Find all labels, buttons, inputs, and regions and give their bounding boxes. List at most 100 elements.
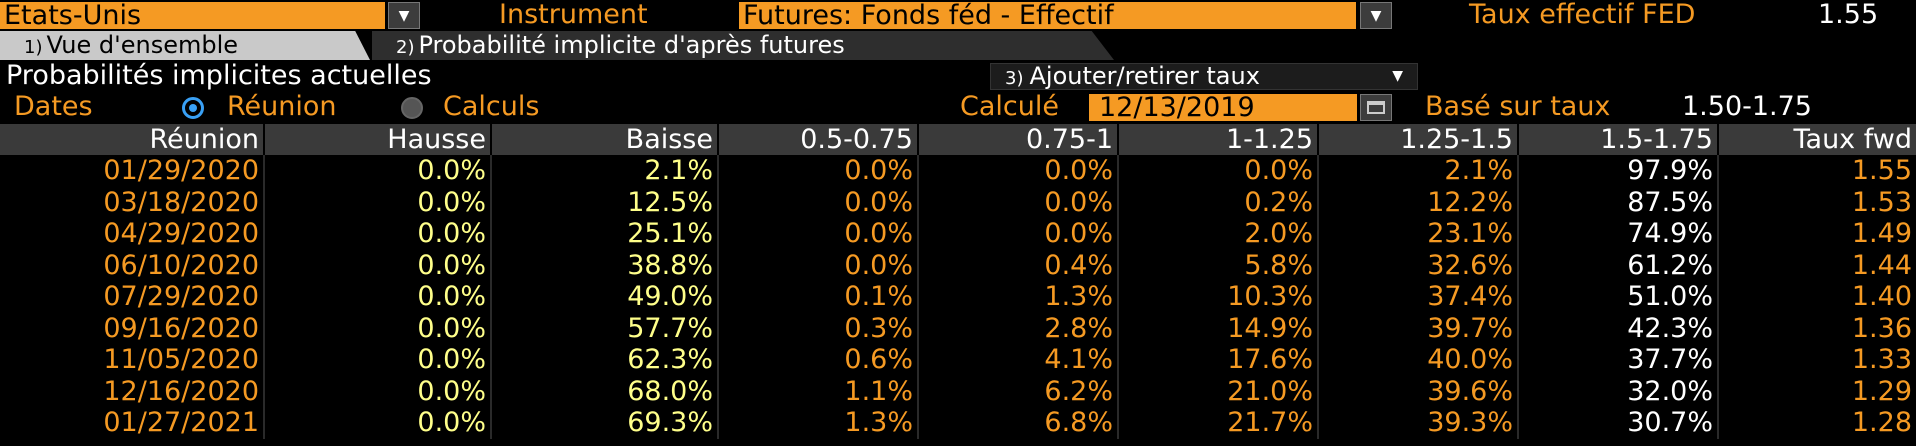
caret-down-icon: ▼: [1392, 68, 1403, 84]
cell-fwd-rate: 1.53: [1717, 186, 1916, 218]
table-row[interactable]: 03/18/2020 0.0% 12.5% 0.0% 0.0% 0.2% 12.2% 87.5…: [0, 186, 1916, 218]
cell-date[interactable]: 01/29/2020: [103, 155, 259, 187]
cell-rate-3: 2.0%: [1117, 218, 1318, 250]
calendar-button[interactable]: [1360, 94, 1392, 121]
options-bar: Dates Réunion Calculs Calculé 12/13/2019…: [0, 92, 1916, 122]
col-header-rate-3[interactable]: 1-1.25: [1117, 124, 1318, 155]
cell-baisse: 25.1%: [490, 218, 718, 250]
cell-rate-5: 32.0%: [1517, 375, 1718, 407]
cell-fwd-rate: 1.55: [1717, 155, 1916, 187]
tab-label: Probabilité implicite d'après futures: [418, 31, 845, 59]
cell-date[interactable]: 06/10/2020: [103, 249, 259, 281]
tab-number: 1): [24, 37, 43, 58]
cell-rate-5: 51.0%: [1517, 281, 1718, 313]
radio-reunion[interactable]: [182, 97, 204, 119]
section-header: Probabilités implicites actuelles 3) Ajou…: [0, 61, 1916, 91]
cell-rate-3: 5.8%: [1117, 249, 1318, 281]
menu-number: 3): [1005, 68, 1024, 89]
table-row[interactable]: 09/16/2020 0.0% 57.7% 0.3% 2.8% 14.9% 39.7% 42.…: [0, 312, 1916, 344]
cell-rate-4: 23.1%: [1317, 218, 1518, 250]
top-bar: Etats-Unis ▼ Instrument Futures: Fonds f…: [0, 0, 1916, 30]
table-row[interactable]: 06/10/2020 0.0% 38.8% 0.0% 0.4% 5.8% 32.6% 61.2…: [0, 249, 1916, 281]
cell-rate-4: 39.7%: [1317, 312, 1518, 344]
cell-rate-3: 17.6%: [1117, 344, 1318, 376]
cell-date[interactable]: 03/18/2020: [103, 186, 259, 218]
col-header-hausse[interactable]: Hausse: [263, 124, 491, 155]
cell-hausse: 0.0%: [263, 281, 491, 313]
col-header-rate-5[interactable]: 1.5-1.75: [1517, 124, 1718, 155]
cell-baisse: 62.3%: [490, 344, 718, 376]
tab-bar: 1) Vue d'ensemble 2) Probabilité implicite…: [0, 31, 1916, 60]
col-header-baisse[interactable]: Baisse: [490, 124, 718, 155]
tab-implied-probability[interactable]: 2) Probabilité implicite d'après futures: [372, 31, 1114, 60]
instrument-dropdown-arrow[interactable]: ▼: [1360, 2, 1392, 29]
cell-fwd-rate: 1.36: [1717, 312, 1916, 344]
cell-baisse: 57.7%: [490, 312, 718, 344]
dates-label: Dates: [14, 91, 93, 122]
probability-table: Réunion Hausse Baisse 0.5-0.75 0.75-1 1-…: [0, 124, 1916, 439]
calc-label: Calculé: [960, 91, 1059, 122]
table-row[interactable]: 11/05/2020 0.0% 62.3% 0.6% 4.1% 17.6% 40.0% 37.…: [0, 344, 1916, 376]
col-header-rate-2[interactable]: 0.75-1: [917, 124, 1118, 155]
table-row[interactable]: 12/16/2020 0.0% 68.0% 1.1% 6.2% 21.0% 39.6% 32.…: [0, 375, 1916, 407]
cell-baisse: 69.3%: [490, 407, 718, 439]
radio-calculs-label[interactable]: Calculs: [443, 91, 540, 122]
cell-rate-5: 97.9%: [1517, 155, 1718, 187]
cell-baisse: 2.1%: [490, 155, 718, 187]
table-row[interactable]: 01/27/2021 0.0% 69.3% 1.3% 6.8% 21.7% 39.3% 30.…: [0, 407, 1916, 439]
cell-rate-2: 0.0%: [917, 186, 1118, 218]
cell-fwd-rate: 1.33: [1717, 344, 1916, 376]
fed-rate-label: Taux effectif FED: [1469, 0, 1696, 30]
cell-rate-5: 61.2%: [1517, 249, 1718, 281]
cell-rate-1: 0.1%: [717, 281, 918, 313]
cell-rate-3: 21.0%: [1117, 375, 1318, 407]
cell-rate-1: 0.3%: [717, 312, 918, 344]
table-row[interactable]: 07/29/2020 0.0% 49.0% 0.1% 1.3% 10.3% 37.4% 51.…: [0, 281, 1916, 313]
cell-rate-4: 37.4%: [1317, 281, 1518, 313]
cell-date[interactable]: 04/29/2020: [103, 218, 259, 250]
cell-date[interactable]: 09/16/2020: [103, 312, 259, 344]
section-title: Probabilités implicites actuelles: [6, 60, 432, 91]
cell-rate-4: 2.1%: [1317, 155, 1518, 187]
tab-label: Vue d'ensemble: [46, 31, 239, 59]
cell-date[interactable]: 07/29/2020: [103, 281, 259, 313]
cell-rate-5: 30.7%: [1517, 407, 1718, 439]
col-header-fwd-rate[interactable]: Taux fwd: [1717, 124, 1916, 155]
cell-rate-2: 0.4%: [917, 249, 1118, 281]
calc-date-field[interactable]: 12/13/2019: [1089, 94, 1357, 121]
cell-date[interactable]: 01/27/2021: [103, 407, 259, 439]
cell-fwd-rate: 1.44: [1717, 249, 1916, 281]
col-header-rate-1[interactable]: 0.5-0.75: [717, 124, 918, 155]
cell-rate-3: 21.7%: [1117, 407, 1318, 439]
fed-rate-value: 1.55: [1818, 0, 1879, 30]
cell-rate-3: 10.3%: [1117, 281, 1318, 313]
cell-hausse: 0.0%: [263, 344, 491, 376]
table-row[interactable]: 04/29/2020 0.0% 25.1% 0.0% 0.0% 2.0% 23.1% 74.9…: [0, 218, 1916, 250]
cell-date[interactable]: 11/05/2020: [103, 344, 259, 376]
instrument-dropdown[interactable]: Futures: Fonds féd - Effectif: [739, 2, 1356, 29]
region-dropdown[interactable]: Etats-Unis: [0, 2, 385, 29]
cell-baisse: 12.5%: [490, 186, 718, 218]
tab-number: 2): [396, 37, 415, 58]
cell-hausse: 0.0%: [263, 155, 491, 187]
cell-rate-2: 2.8%: [917, 312, 1118, 344]
cell-rate-5: 74.9%: [1517, 218, 1718, 250]
cell-rate-4: 12.2%: [1317, 186, 1518, 218]
add-remove-rates-button[interactable]: 3) Ajouter/retirer taux ▼: [990, 63, 1418, 90]
radio-reunion-label[interactable]: Réunion: [227, 91, 337, 122]
cell-fwd-rate: 1.29: [1717, 375, 1916, 407]
region-dropdown-arrow[interactable]: ▼: [388, 2, 420, 29]
cell-rate-5: 37.7%: [1517, 344, 1718, 376]
cell-rate-4: 39.3%: [1317, 407, 1518, 439]
col-header-rate-4[interactable]: 1.25-1.5: [1317, 124, 1518, 155]
radio-calculs[interactable]: [401, 97, 423, 119]
table-row[interactable]: 01/29/2020 0.0% 2.1% 0.0% 0.0% 0.0% 2.1% 97.9% 1…: [0, 155, 1916, 187]
tab-overview[interactable]: 1) Vue d'ensemble: [0, 31, 370, 60]
cell-rate-2: 6.8%: [917, 407, 1118, 439]
col-header-reunion[interactable]: Réunion: [0, 124, 264, 155]
cell-rate-1: 0.0%: [717, 218, 918, 250]
menu-label: Ajouter/retirer taux: [1029, 62, 1260, 90]
cell-rate-1: 0.0%: [717, 186, 918, 218]
cell-date[interactable]: 12/16/2020: [103, 375, 259, 407]
cell-rate-1: 0.6%: [717, 344, 918, 376]
